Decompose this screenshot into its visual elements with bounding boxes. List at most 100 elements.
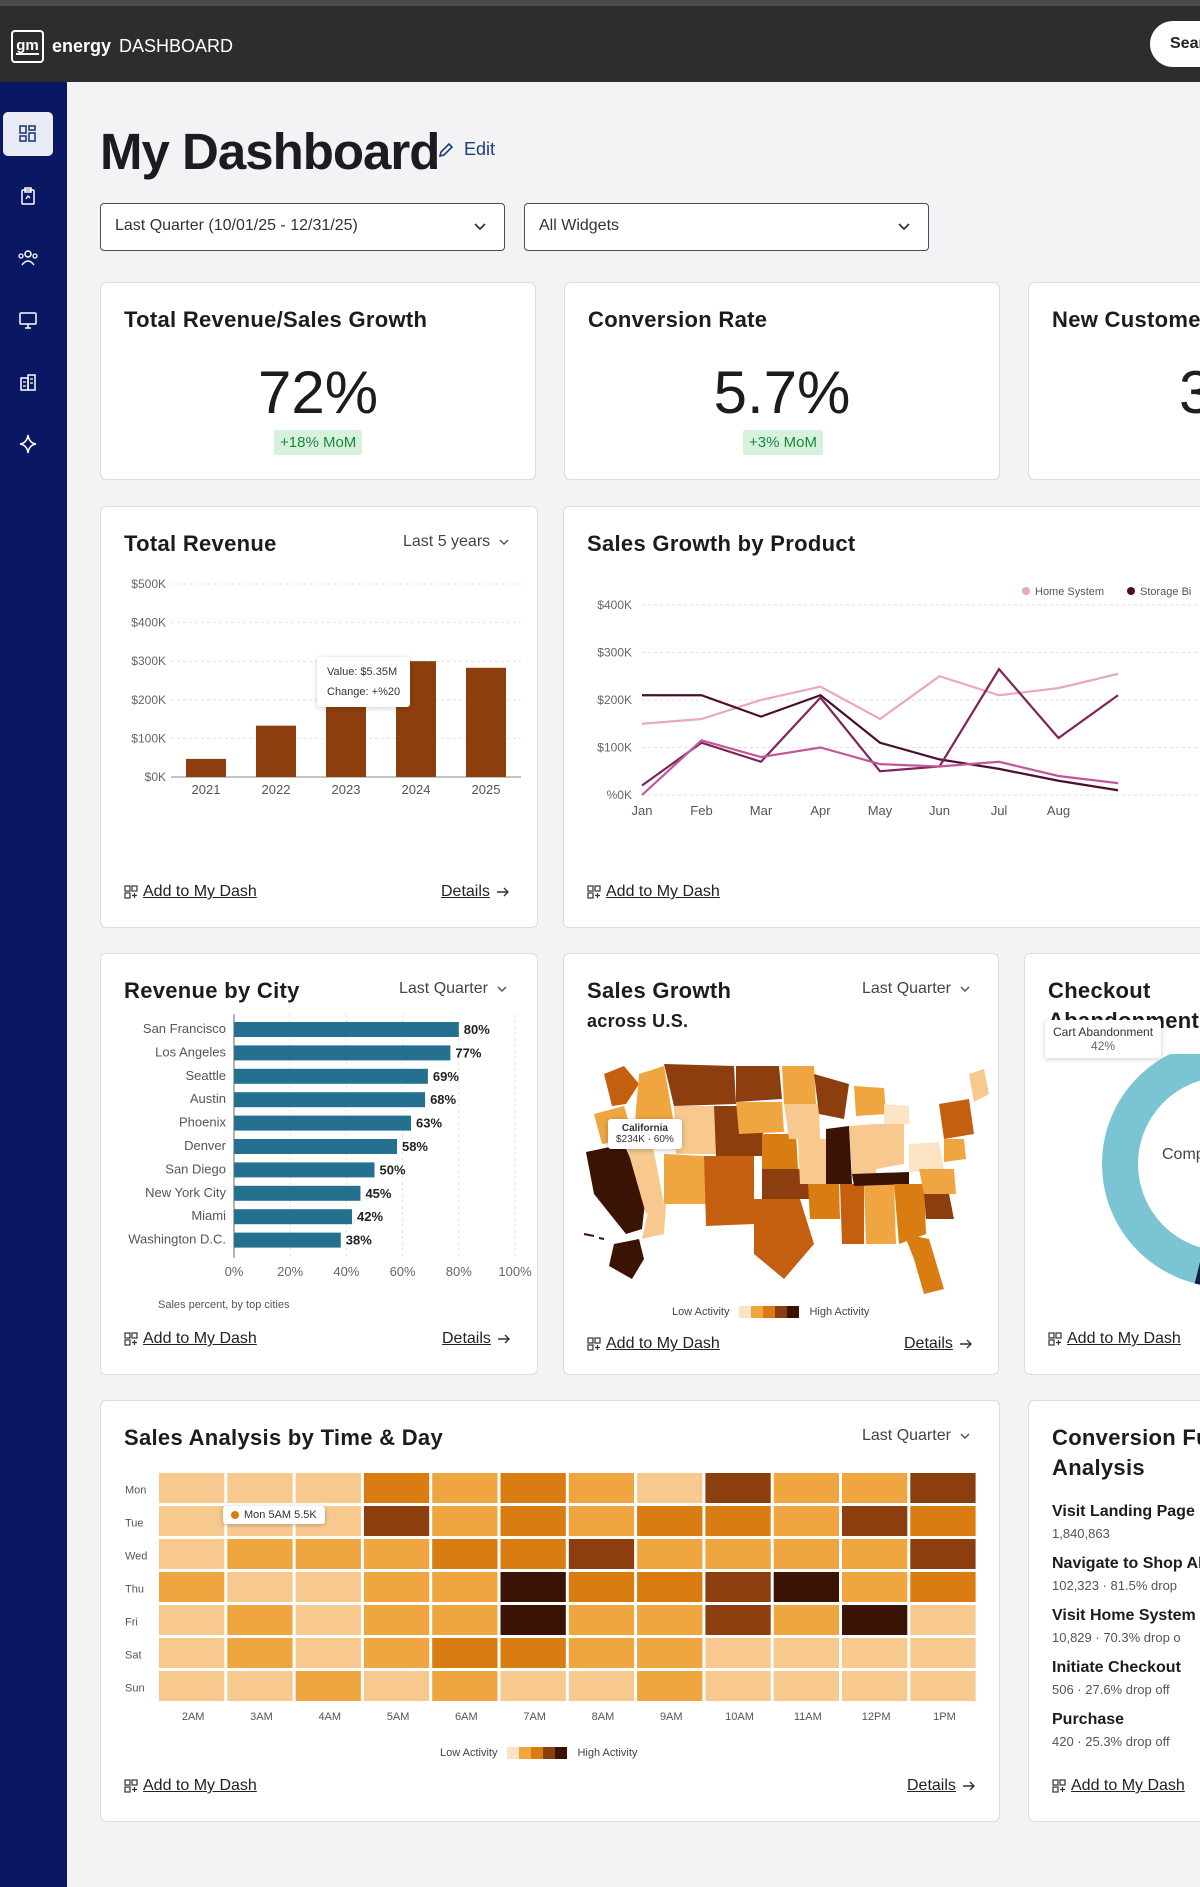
heatmap-cell bbox=[568, 1671, 635, 1701]
heatmap-cell bbox=[295, 1572, 361, 1602]
funnel-step-metrics: 420 · 25.3% drop off bbox=[1052, 1734, 1170, 1749]
funnel-step-name: Visit Landing Page bbox=[1052, 1503, 1195, 1520]
funnel-step-metrics: 102,323 · 81.5% drop bbox=[1052, 1578, 1178, 1593]
details-link[interactable]: Details bbox=[442, 1330, 511, 1348]
heatmap-cell bbox=[568, 1473, 635, 1503]
heatmap-cell bbox=[568, 1506, 635, 1536]
heatmap-cell bbox=[159, 1671, 225, 1701]
widgets-select[interactable]: All Widgets bbox=[524, 203, 929, 251]
bar bbox=[234, 1185, 361, 1201]
date-range-select[interactable]: Last Quarter (10/01/25 - 12/31/25) bbox=[100, 203, 505, 251]
legend-marker bbox=[1022, 587, 1030, 595]
map-legend: Low Activity High Activity bbox=[672, 1306, 870, 1318]
period-filter[interactable]: Last 5 years bbox=[403, 533, 510, 551]
y-category-label: Miami bbox=[191, 1208, 226, 1223]
x-tick-label: 2025 bbox=[472, 782, 501, 797]
heatmap-cell bbox=[295, 1638, 361, 1668]
bar bbox=[234, 1068, 428, 1084]
heatmap-cell bbox=[159, 1473, 225, 1503]
add-to-dash-button[interactable]: Add to My Dash bbox=[587, 1335, 720, 1353]
heatmap-cell bbox=[227, 1572, 293, 1602]
sidebar-item-monitor[interactable] bbox=[3, 298, 53, 342]
search-button[interactable]: Sear bbox=[1150, 21, 1200, 67]
heatmap-cell bbox=[227, 1638, 293, 1668]
heatmap-cell bbox=[842, 1605, 908, 1635]
y-tick-label: $500K bbox=[131, 577, 166, 591]
funnel-steps: Visit Landing Page 1,840,863 Navigate to S… bbox=[1052, 1503, 1200, 1763]
heatmap-cell bbox=[637, 1572, 703, 1602]
y-tick-label: $200K bbox=[597, 693, 632, 707]
sidebar-item-sparkle[interactable] bbox=[3, 422, 53, 466]
y-tick-label: $0K bbox=[145, 770, 166, 784]
widget-add-icon bbox=[587, 885, 601, 899]
row-label: Fri bbox=[125, 1617, 138, 1629]
heatmap-cell bbox=[705, 1605, 771, 1635]
chevron-down-icon bbox=[499, 539, 509, 546]
sales-heatmap: Mon Tue Wed Thu Fri Sat Sun 2AM 3AM 4AM 5AM 6AM 7AM 8… bbox=[125, 1473, 976, 1723]
row-label: Thu bbox=[125, 1584, 144, 1596]
period-filter[interactable]: Last Quarter bbox=[399, 980, 508, 998]
funnel-step-name: Purchase bbox=[1052, 1711, 1125, 1728]
bar bbox=[466, 667, 506, 777]
widget-add-icon bbox=[1052, 1779, 1066, 1793]
period-filter[interactable]: Last Quarter bbox=[862, 980, 971, 998]
users-icon bbox=[18, 250, 38, 266]
kpi-title: Conversion Rate bbox=[588, 307, 768, 332]
chart-caption: Sales percent, by top cities bbox=[158, 1299, 290, 1311]
data-label: 80% bbox=[464, 1022, 490, 1037]
funnel-step-name: Visit Home System I bbox=[1052, 1607, 1200, 1624]
heatmap-cell bbox=[842, 1539, 908, 1569]
heatmap-cell bbox=[295, 1539, 361, 1569]
bar bbox=[326, 704, 366, 777]
heatmap-cell bbox=[705, 1671, 771, 1701]
chevron-down-icon bbox=[960, 986, 970, 993]
sidebar-item-buildings[interactable] bbox=[3, 360, 53, 404]
sidebar-item-users[interactable] bbox=[3, 236, 53, 280]
heatmap-cell bbox=[363, 1572, 430, 1602]
heatmap-cell bbox=[568, 1572, 635, 1602]
details-link[interactable]: Details bbox=[441, 883, 510, 901]
details-link[interactable]: Details bbox=[904, 1335, 973, 1353]
x-tick-label: Jul bbox=[991, 803, 1008, 818]
x-tick-label: Jan bbox=[632, 803, 653, 818]
add-to-dash-button[interactable]: Add to My Dash bbox=[124, 1330, 257, 1348]
col-label: 8AM bbox=[592, 1711, 615, 1723]
funnel-step-metrics: 506 · 27.6% drop off bbox=[1052, 1682, 1170, 1697]
heatmap-cell bbox=[363, 1605, 430, 1635]
heatmap-cell bbox=[432, 1638, 498, 1668]
period-filter[interactable]: Last Quarter bbox=[862, 1427, 971, 1445]
data-label: 45% bbox=[365, 1186, 391, 1201]
y-tick-label: $100K bbox=[597, 741, 632, 755]
col-label: 12PM bbox=[862, 1711, 891, 1723]
heatmap-cell bbox=[705, 1572, 771, 1602]
x-tick-label: 2021 bbox=[192, 782, 221, 797]
add-to-dash-button[interactable]: Add to My Dash bbox=[1052, 1777, 1185, 1795]
col-label: 7AM bbox=[523, 1711, 546, 1723]
gm-logo[interactable]: gm bbox=[11, 30, 44, 63]
add-to-dash-button[interactable]: Add to My Dash bbox=[124, 1777, 257, 1795]
details-link[interactable]: Details bbox=[907, 1777, 976, 1795]
y-tick-label: $400K bbox=[597, 598, 632, 612]
heatmap-cell bbox=[568, 1539, 635, 1569]
heatmap-cell bbox=[159, 1572, 225, 1602]
add-to-dash-button[interactable]: Add to My Dash bbox=[124, 883, 257, 901]
y-category-label: San Francisco bbox=[143, 1021, 226, 1036]
col-label: 1PM bbox=[933, 1711, 956, 1723]
heatmap-cell bbox=[159, 1539, 225, 1569]
x-tick-label: Aug bbox=[1047, 803, 1070, 818]
arrow-right-icon bbox=[962, 1781, 975, 1791]
card-title: Sales Analysis by Time & Day bbox=[124, 1425, 443, 1450]
add-to-dash-button[interactable]: Add to My Dash bbox=[587, 883, 720, 901]
x-tick-label: 2023 bbox=[332, 782, 361, 797]
sidebar-item-dashboard[interactable] bbox=[3, 112, 53, 156]
brand-name: energy DASHBOARD bbox=[52, 36, 234, 56]
funnel-step-metrics: 1,840,863 bbox=[1052, 1526, 1110, 1541]
funnel-step-name: Navigate to Shop Al bbox=[1052, 1555, 1200, 1572]
funnel-step-name: Initiate Checkout bbox=[1052, 1659, 1181, 1676]
sidebar-item-clipboard[interactable] bbox=[3, 174, 53, 218]
data-label: 69% bbox=[433, 1069, 459, 1084]
add-to-dash-button[interactable]: Add to My Dash bbox=[1048, 1330, 1181, 1348]
edit-button[interactable]: Edit bbox=[437, 139, 495, 160]
bar bbox=[256, 725, 296, 777]
heatmap-tooltip: Mon 5AM 5.5K bbox=[223, 1506, 325, 1524]
